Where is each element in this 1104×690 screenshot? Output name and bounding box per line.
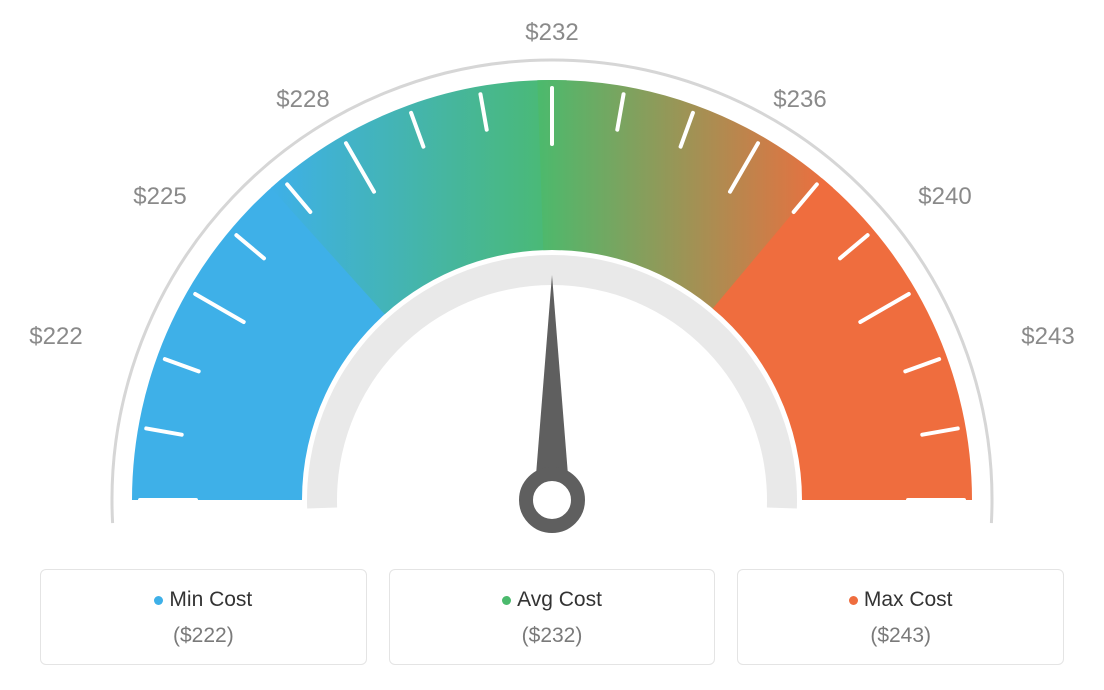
legend-min: Min Cost ($222) [40, 569, 367, 665]
gauge-tick-label: $225 [133, 183, 186, 211]
legend-max-title: Max Cost [748, 588, 1053, 612]
dot-icon [849, 596, 858, 605]
gauge-tick-label: $228 [276, 86, 329, 114]
dot-icon [502, 596, 511, 605]
gauge-tick-label: $222 [29, 323, 82, 351]
gauge-tick-label: $236 [773, 86, 826, 114]
legend-avg: Avg Cost ($232) [389, 569, 716, 665]
dot-icon [154, 596, 163, 605]
legend-max-label: Max Cost [864, 588, 953, 612]
legend-max-value: ($243) [748, 624, 1053, 648]
legend-row: Min Cost ($222) Avg Cost ($232) Max Cost… [40, 569, 1064, 665]
gauge-chart [0, 0, 1104, 560]
legend-min-value: ($222) [51, 624, 356, 648]
gauge-tick-label: $240 [918, 183, 971, 211]
legend-avg-title: Avg Cost [400, 588, 705, 612]
legend-avg-value: ($232) [400, 624, 705, 648]
gauge-tick-label: $243 [1021, 323, 1074, 351]
legend-min-label: Min Cost [169, 588, 252, 612]
legend-avg-label: Avg Cost [517, 588, 602, 612]
legend-max: Max Cost ($243) [737, 569, 1064, 665]
gauge-tick-label: $232 [525, 19, 578, 47]
legend-min-title: Min Cost [51, 588, 356, 612]
